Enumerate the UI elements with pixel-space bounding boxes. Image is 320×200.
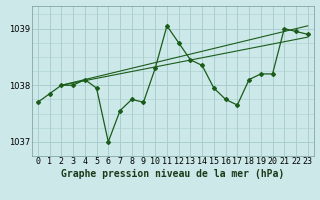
X-axis label: Graphe pression niveau de la mer (hPa): Graphe pression niveau de la mer (hPa)	[61, 169, 284, 179]
